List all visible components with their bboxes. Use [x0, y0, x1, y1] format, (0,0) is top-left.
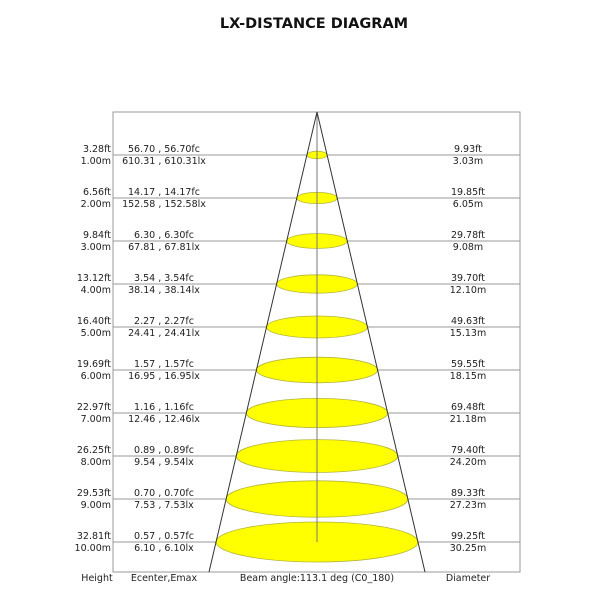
height-ft: 3.28ft: [83, 144, 111, 155]
diameter-m: 27.23m: [450, 500, 486, 511]
height-m: 7.00m: [81, 414, 111, 425]
height-m: 1.00m: [81, 156, 111, 167]
diameter-ft: 39.70ft: [451, 273, 485, 284]
height-ft: 32.81ft: [77, 531, 111, 542]
illuminance-lx: 16.95 , 16.95lx: [128, 371, 200, 382]
diagram-title: LX-DISTANCE DIAGRAM: [220, 16, 408, 32]
height-m: 6.00m: [81, 371, 111, 382]
illuminance-lx: 38.14 , 38.14lx: [128, 285, 200, 296]
height-ft: 26.25ft: [77, 445, 111, 456]
height-column-label: Height: [81, 573, 113, 584]
height-ft: 22.97ft: [77, 402, 111, 413]
illuminance-lx: 152.58 , 152.58lx: [122, 199, 206, 210]
diameter-m: 24.20m: [450, 457, 486, 468]
illuminance-lx: 9.54 , 9.54lx: [134, 457, 194, 468]
diameter-ft: 99.25ft: [451, 531, 485, 542]
illuminance-fc: 1.57 , 1.57fc: [134, 359, 194, 370]
illuminance-fc: 1.16 , 1.16fc: [134, 402, 194, 413]
illuminance-fc: 6.30 , 6.30fc: [134, 230, 194, 241]
diameter-m: 3.03m: [453, 156, 483, 167]
illuminance-fc: 56.70 , 56.70fc: [128, 144, 200, 155]
diameter-ft: 19.85ft: [451, 187, 485, 198]
illuminance-fc: 3.54 , 3.54fc: [134, 273, 194, 284]
diameter-column-label: Diameter: [446, 573, 490, 584]
diameter-m: 6.05m: [453, 199, 483, 210]
illuminance-fc: 0.57 , 0.57fc: [134, 531, 194, 542]
illuminance-fc: 0.89 , 0.89fc: [134, 445, 194, 456]
diameter-m: 9.08m: [453, 242, 483, 253]
diameter-ft: 79.40ft: [451, 445, 485, 456]
height-ft: 29.53ft: [77, 488, 111, 499]
beam-edge-left: [208, 111, 318, 573]
height-m: 10.00m: [75, 543, 111, 554]
height-ft: 16.40ft: [77, 316, 111, 327]
illuminance-lx: 24.41 , 24.41lx: [128, 328, 200, 339]
height-m: 4.00m: [81, 285, 111, 296]
diameter-ft: 89.33ft: [451, 488, 485, 499]
illuminance-fc: 14.17 , 14.17fc: [128, 187, 200, 198]
height-m: 8.00m: [81, 457, 111, 468]
diameter-ft: 29.78ft: [451, 230, 485, 241]
diameter-ft: 69.48ft: [451, 402, 485, 413]
height-ft: 9.84ft: [83, 230, 111, 241]
diameter-ft: 49.63ft: [451, 316, 485, 327]
height-ft: 19.69ft: [77, 359, 111, 370]
illuminance-column-label: Ecenter,Emax: [131, 573, 198, 584]
diameter-m: 30.25m: [450, 543, 486, 554]
height-ft: 13.12ft: [77, 273, 111, 284]
diameter-m: 21.18m: [450, 414, 486, 425]
beam-edge-right: [316, 111, 426, 573]
diameter-ft: 59.55ft: [451, 359, 485, 370]
height-m: 3.00m: [81, 242, 111, 253]
diameter-m: 12.10m: [450, 285, 486, 296]
illuminance-lx: 6.10 , 6.10lx: [134, 543, 194, 554]
illuminance-lx: 610.31 , 610.31lx: [122, 156, 206, 167]
height-ft: 6.56ft: [83, 187, 111, 198]
height-m: 9.00m: [81, 500, 111, 511]
illuminance-lx: 7.53 , 7.53lx: [134, 500, 194, 511]
height-m: 5.00m: [81, 328, 111, 339]
illuminance-lx: 67.81 , 67.81lx: [128, 242, 200, 253]
illuminance-lx: 12.46 , 12.46lx: [128, 414, 200, 425]
diameter-m: 18.15m: [450, 371, 486, 382]
beam-angle-label: Beam angle:113.1 deg (C0_180): [240, 573, 394, 584]
height-m: 2.00m: [81, 199, 111, 210]
diameter-ft: 9.93ft: [454, 144, 482, 155]
illuminance-fc: 0.70 , 0.70fc: [134, 488, 194, 499]
illuminance-fc: 2.27 , 2.27fc: [134, 316, 194, 327]
diameter-m: 15.13m: [450, 328, 486, 339]
